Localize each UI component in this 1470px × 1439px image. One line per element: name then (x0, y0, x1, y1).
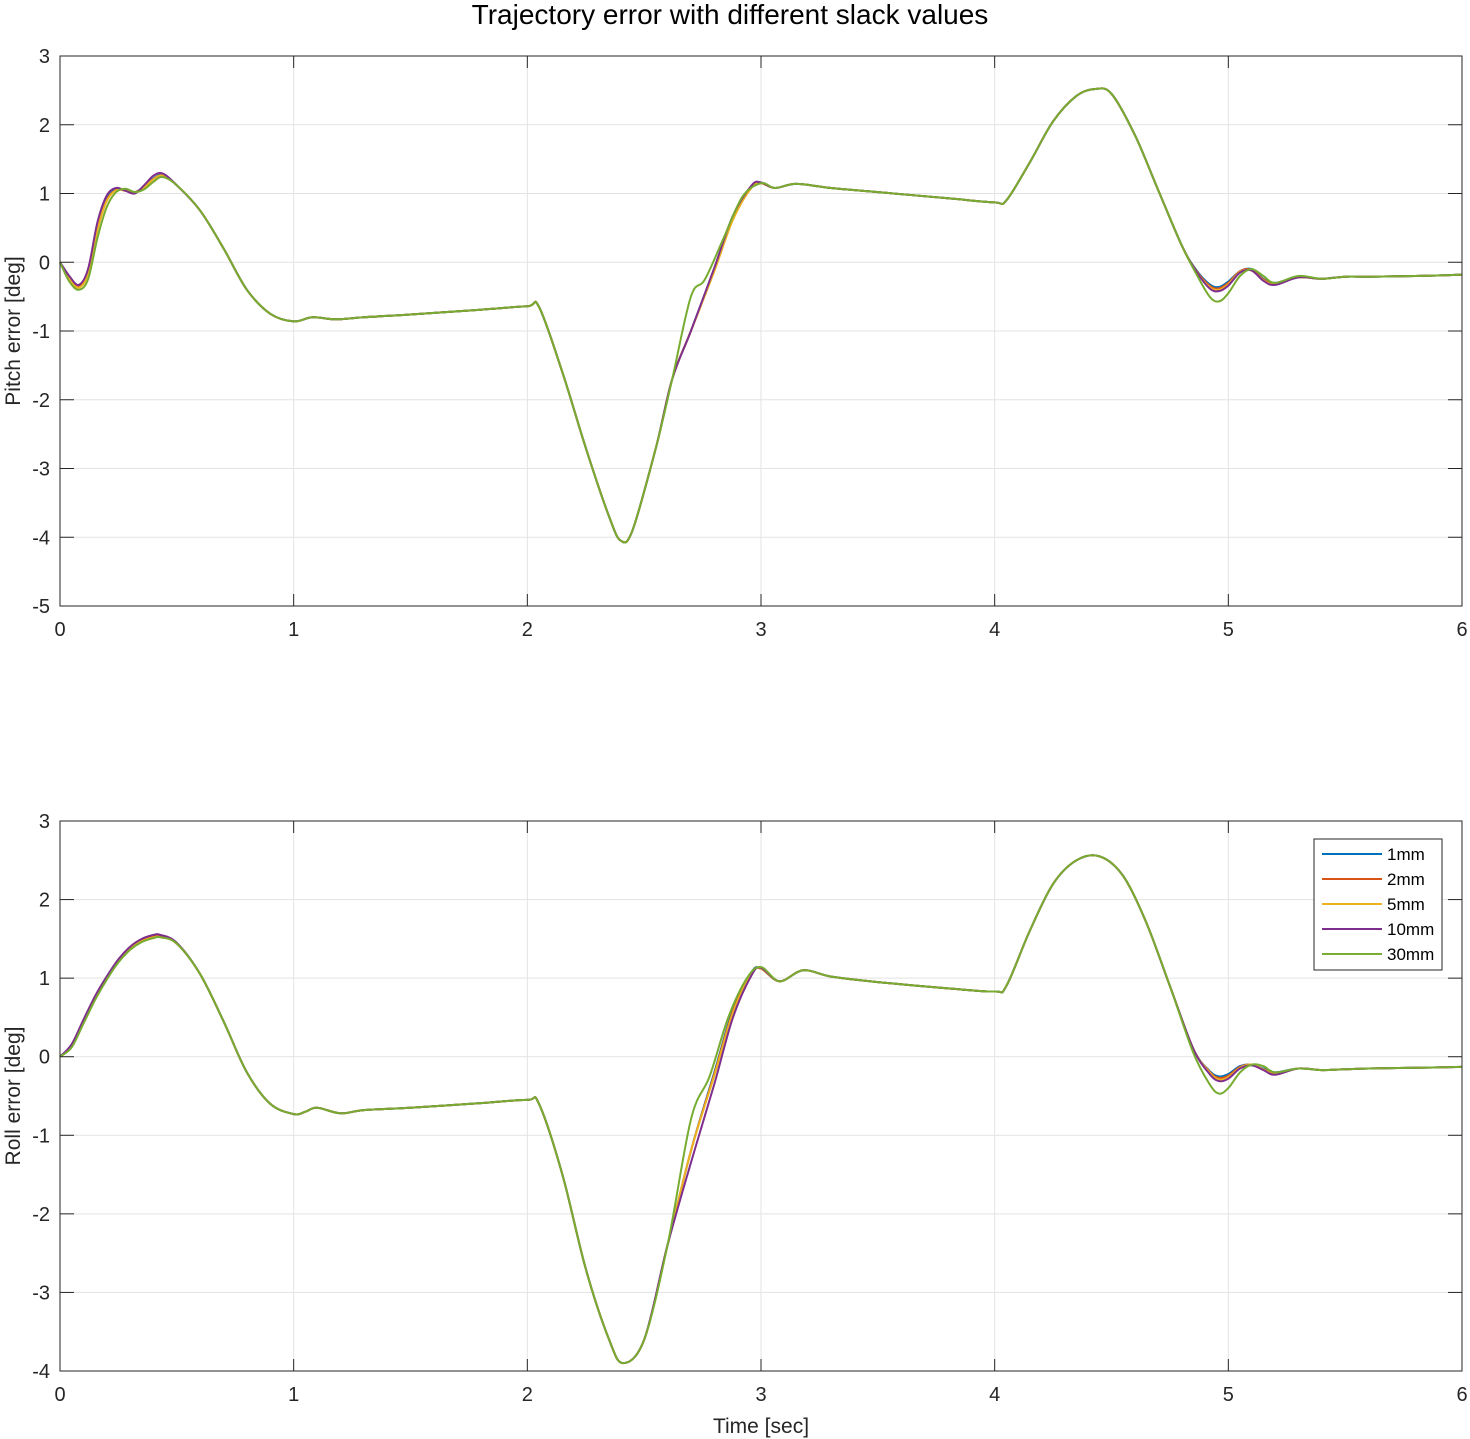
roll-x-tick-label: 3 (755, 1384, 766, 1406)
roll-y-tick-label: -4 (32, 1361, 50, 1383)
pitch-x-tick-label: 1 (288, 619, 299, 641)
roll-grid (60, 821, 1462, 1371)
pitch-y-tick-label: -3 (32, 459, 50, 481)
pitch-y-tick-label: 2 (39, 115, 50, 137)
roll-y-tick-label: 3 (39, 811, 50, 833)
legend-label-10mm: 10mm (1387, 920, 1434, 939)
legend-label-30mm: 30mm (1387, 945, 1434, 964)
roll-y-tick-label: -3 (32, 1282, 50, 1304)
roll-series-30mm (59, 854, 1463, 1365)
roll-y-axis-label: Roll error [deg] (2, 1027, 25, 1166)
pitch-x-tick-label: 2 (522, 619, 533, 641)
pitch-x-tick-label: 3 (755, 619, 766, 641)
roll-x-tick-label: 0 (54, 1384, 65, 1406)
roll-x-tick-label: 1 (288, 1384, 299, 1406)
pitch-y-tick-label: -2 (32, 390, 50, 412)
roll-error-panel: 0 1 2 3 4 5 6 -4 -3 -2 -1 0 1 2 3 Roll error [deg] Tim… (2, 811, 1468, 1438)
pitch-series-30mm (59, 87, 1463, 544)
roll-x-tick-label: 2 (522, 1384, 533, 1406)
pitch-series-group (59, 87, 1463, 544)
pitch-y-tick-label: 0 (39, 252, 50, 274)
roll-y-tick-label: 1 (39, 968, 50, 990)
pitch-y-tick-label: 1 (39, 184, 50, 206)
pitch-y-tick-label: -5 (32, 596, 50, 618)
roll-y-tick-label: -2 (32, 1204, 50, 1226)
roll-series-group (59, 854, 1463, 1365)
legend-label-1mm: 1mm (1387, 845, 1425, 864)
legend-label-5mm: 5mm (1387, 895, 1425, 914)
roll-y-tick-label: -1 (32, 1125, 50, 1147)
pitch-x-tick-label: 0 (54, 619, 65, 641)
figure-title: Trajectory error with different slack va… (472, 0, 989, 30)
pitch-x-tick-label: 5 (1223, 619, 1234, 641)
roll-x-tick-label: 4 (989, 1384, 1000, 1406)
pitch-y-tick-label: -4 (32, 527, 50, 549)
roll-y-tick-label: 2 (39, 890, 50, 912)
pitch-y-tick-label: 3 (39, 46, 50, 68)
pitch-tick-labels: 0 1 2 3 4 5 6 -5 -4 -3 -2 -1 0 1 2 3 (32, 46, 1467, 641)
pitch-grid (60, 56, 1462, 606)
legend-label-2mm: 2mm (1387, 870, 1425, 889)
pitch-series-10mm (59, 87, 1463, 544)
pitch-y-tick-label: -1 (32, 321, 50, 343)
roll-x-tick-label: 6 (1456, 1384, 1467, 1406)
roll-x-axis-label: Time [sec] (713, 1415, 809, 1438)
pitch-x-tick-label: 4 (989, 619, 1000, 641)
roll-y-tick-label: 0 (39, 1047, 50, 1069)
roll-x-tick-label: 5 (1223, 1384, 1234, 1406)
legend: 1mm 2mm 5mm 10mm 30mm (1313, 838, 1443, 971)
pitch-error-panel: 0 1 2 3 4 5 6 -5 -4 -3 -2 -1 0 1 2 3 Pitch error [deg] (2, 46, 1468, 641)
roll-tick-labels: 0 1 2 3 4 5 6 -4 -3 -2 -1 0 1 2 3 (32, 811, 1467, 1406)
pitch-y-axis-label: Pitch error [deg] (2, 256, 25, 405)
pitch-x-tick-label: 6 (1456, 619, 1467, 641)
